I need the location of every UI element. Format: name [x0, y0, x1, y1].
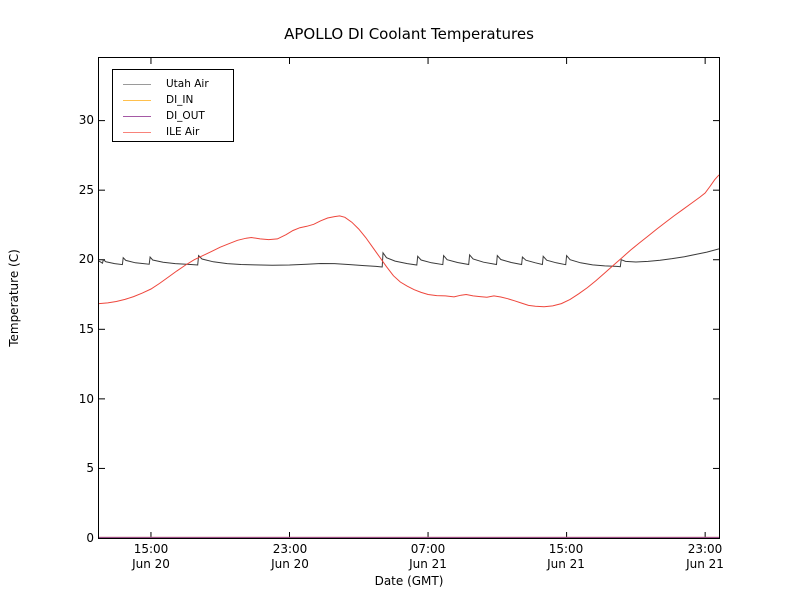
series-line-ile-air — [99, 174, 719, 308]
legend-item-di-out: DI_OUT — [113, 108, 233, 124]
y-tick-0: 0 — [86, 531, 94, 545]
plot-area: Utah Air DI_IN DI_OUT ILE Air — [98, 57, 720, 539]
x-tick-date: Jun 21 — [547, 557, 585, 571]
x-tick-time: 23:00 — [272, 542, 308, 556]
legend-box: Utah Air DI_IN DI_OUT ILE Air — [112, 69, 234, 142]
x-tick-4: 15:00 Jun 21 — [534, 542, 598, 572]
plot-canvas — [99, 58, 719, 538]
legend-label: DI_IN — [166, 94, 194, 106]
y-tick-20: 20 — [78, 252, 94, 266]
legend-label: DI_OUT — [166, 110, 205, 122]
x-tick-1: 15:00 Jun 20 — [119, 542, 183, 572]
x-tick-3: 07:00 Jun 21 — [396, 542, 460, 572]
legend-label: Utah Air — [166, 78, 209, 90]
legend-item-ile-air: ILE Air — [113, 124, 233, 140]
utah-air-line-sample — [123, 83, 151, 85]
x-tick-time: 15:00 — [548, 542, 584, 556]
di-in-line-sample — [123, 99, 151, 101]
y-tick-15: 15 — [78, 322, 94, 336]
x-tick-date: Jun 20 — [271, 557, 309, 571]
x-tick-2: 23:00 Jun 20 — [258, 542, 322, 572]
x-tick-date: Jun 21 — [686, 557, 724, 571]
legend-item-di-in: DI_IN — [113, 92, 233, 108]
x-tick-time: 15:00 — [133, 542, 169, 556]
x-tick-time: 23:00 — [687, 542, 723, 556]
y-axis-label: Temperature (C) — [7, 249, 21, 347]
chart-title: APOLLO DI Coolant Temperatures — [284, 25, 534, 43]
y-tick-30: 30 — [78, 113, 94, 127]
x-tick-time: 07:00 — [410, 542, 446, 556]
ile-air-line-sample — [123, 131, 151, 133]
legend-label: ILE Air — [166, 126, 200, 138]
y-tick-10: 10 — [78, 392, 94, 406]
x-tick-date: Jun 21 — [409, 557, 447, 571]
x-tick-5: 23:00 Jun 21 — [673, 542, 737, 572]
y-tick-5: 5 — [86, 461, 94, 475]
legend-item-utah-air: Utah Air — [113, 76, 233, 92]
di-out-line-sample — [123, 115, 151, 117]
y-tick-25: 25 — [78, 183, 94, 197]
x-tick-date: Jun 20 — [132, 557, 170, 571]
series-line-utah-air — [99, 248, 719, 268]
x-axis-label: Date (GMT) — [374, 574, 444, 588]
